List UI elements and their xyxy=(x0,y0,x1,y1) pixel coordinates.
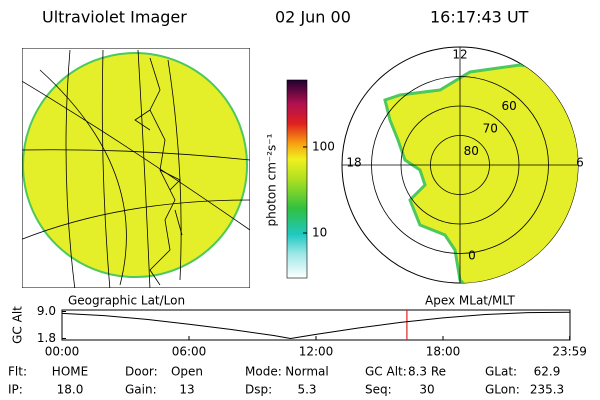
x-tick-label: 00:00 xyxy=(45,345,80,359)
x-tick-label: 12:00 xyxy=(299,345,334,359)
status-value: 13 xyxy=(179,383,194,397)
colorbar-tick-label: 10 xyxy=(312,226,327,240)
status-value: HOME xyxy=(52,365,88,379)
colorbar-label: photon cm⁻²s⁻¹ xyxy=(265,133,279,226)
mlat-label: 80 xyxy=(464,144,479,158)
mlat-ring xyxy=(400,105,520,225)
altitude-ylabel: GC Alt xyxy=(11,306,25,344)
status-value: Normal xyxy=(285,365,328,379)
mlt-label: 18 xyxy=(346,156,361,170)
status-value: Open xyxy=(171,365,203,379)
globe xyxy=(22,48,250,288)
status-label: GLon: xyxy=(485,383,520,397)
status-label: Dsp: xyxy=(245,383,272,397)
status-value: 5.3 xyxy=(297,383,316,397)
y-tick-label: 1.8 xyxy=(37,331,56,345)
colorbar xyxy=(286,79,308,279)
mlat-ring xyxy=(430,135,490,195)
altitude-line xyxy=(61,311,570,340)
status-label: Gain: xyxy=(125,383,157,397)
status-value: 62.9 xyxy=(534,365,561,379)
status-value: 235.3 xyxy=(530,383,564,397)
status-label: Mode: xyxy=(245,365,282,379)
mlat-ring xyxy=(371,76,549,254)
x-tick-label: 18:00 xyxy=(426,345,461,359)
mlat-label: 60 xyxy=(502,99,517,113)
mlt-label: 12 xyxy=(452,48,467,62)
mlt-label: 6 xyxy=(576,156,584,170)
status-value: 30 xyxy=(419,383,434,397)
mlt-label: 0 xyxy=(468,249,476,263)
status-value: 18.0 xyxy=(57,383,84,397)
status-label: GC Alt: xyxy=(365,365,407,379)
x-tick-label: 23:59 xyxy=(552,345,587,359)
time: 16:17:43 UT xyxy=(430,8,529,27)
polar-plot xyxy=(341,46,579,284)
status-value: 8.3 Re xyxy=(408,365,446,379)
y-tick-label: 9.0 xyxy=(37,304,56,318)
x-tick-label: 06:00 xyxy=(172,345,207,359)
polar-label: Apex MLat/MLT xyxy=(425,294,515,308)
status-label: GLat: xyxy=(485,365,517,379)
status-label: Flt: xyxy=(8,365,27,379)
title: Ultraviolet Imager xyxy=(42,8,187,27)
status-label: Door: xyxy=(125,365,158,379)
mlat-label: 70 xyxy=(483,121,498,135)
colorbar-tick-label: 100 xyxy=(312,139,335,153)
status-label: Seq: xyxy=(365,383,392,397)
status-label: IP: xyxy=(8,383,23,397)
date: 02 Jun 00 xyxy=(275,8,351,27)
geo-label: Geographic Lat/Lon xyxy=(68,294,185,308)
